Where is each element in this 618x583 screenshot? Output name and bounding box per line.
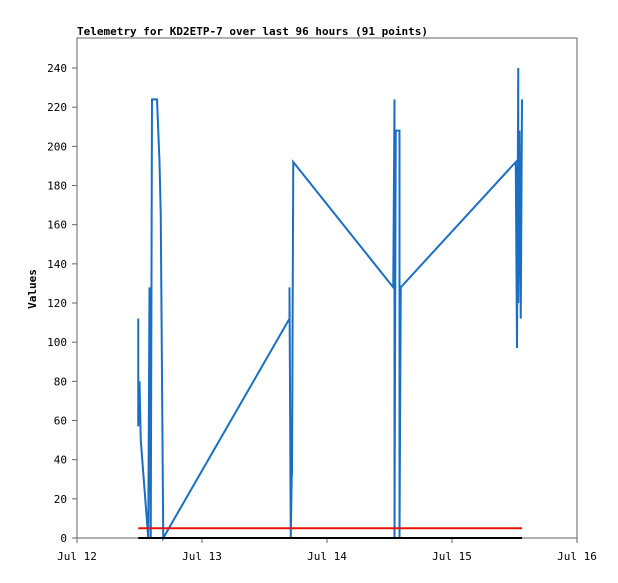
y-tick-label: 160 [47,219,67,232]
x-tick-label: Jul 15 [432,550,472,563]
chart-title: Telemetry for KD2ETP-7 over last 96 hour… [77,25,428,38]
x-tick-label: Jul 16 [557,550,597,563]
x-tick-label: Jul 13 [182,550,222,563]
y-tick-label: 240 [47,62,67,75]
series-line [137,67,523,542]
y-axis-label: Values [26,269,39,309]
x-tick-label: Jul 12 [57,550,97,563]
y-tick-label: 40 [54,454,67,467]
y-tick-label: 120 [47,297,67,310]
y-tick-label: 180 [47,180,67,193]
x-tick-label: Jul 14 [307,550,347,563]
y-tick-label: 220 [47,101,67,114]
y-tick-label: 200 [47,140,67,153]
y-tick-label: 100 [47,336,67,349]
y-tick-label: 0 [60,532,67,545]
y-tick-label: 60 [54,415,67,428]
y-tick-label: 140 [47,258,67,271]
y-tick-label: 80 [54,375,67,388]
y-tick-label: 20 [54,493,67,506]
